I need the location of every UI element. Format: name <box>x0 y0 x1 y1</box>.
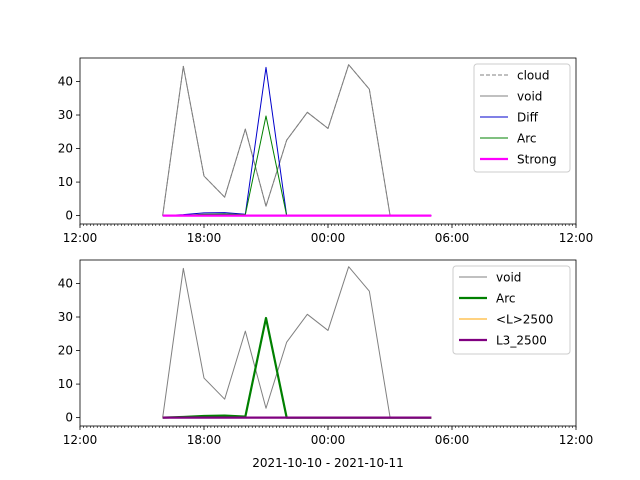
y-tick-label: 10 <box>58 175 73 189</box>
legend-box <box>473 63 571 173</box>
top-chart-panel: 12:00 18:00 00:00 06:00 12:00 0 10 20 30 40 cloud v… <box>58 57 594 245</box>
y-tick-label: 0 <box>65 411 73 425</box>
x-tick-label: 00:00 <box>311 231 346 245</box>
series-group <box>162 266 432 419</box>
x-tick-label: 12:00 <box>559 231 594 245</box>
x-tick-label: 12:00 <box>63 231 98 245</box>
y-tick-label: 30 <box>58 310 73 324</box>
x-tick-label: 12:00 <box>63 433 98 447</box>
series-line-arc <box>162 115 432 217</box>
x-tick-label: 12:00 <box>559 433 594 447</box>
series-line-diff <box>162 66 432 217</box>
series-group <box>162 64 432 217</box>
x-tick-label: 18:00 <box>187 433 222 447</box>
series-line-arc <box>162 316 432 419</box>
x-tick-label: 00:00 <box>311 433 346 447</box>
legend-box <box>452 265 571 355</box>
series-line-void <box>162 64 411 217</box>
legend-label: cloud <box>517 69 550 83</box>
legend: cloud void Diff Arc Strong <box>473 63 571 173</box>
y-tick-label: 40 <box>58 74 73 88</box>
x-tick-label: 06:00 <box>435 231 470 245</box>
legend-label: void <box>496 271 521 285</box>
legend-label: void <box>517 90 542 104</box>
y-tick-label: 10 <box>58 377 73 391</box>
y-tick-label: 0 <box>65 209 73 223</box>
legend-label: L3_2500 <box>496 334 547 348</box>
legend-label: Arc <box>496 292 515 306</box>
y-tick-label: 20 <box>58 142 73 156</box>
y-tick-label: 40 <box>58 276 73 290</box>
x-tick-label: 06:00 <box>435 433 470 447</box>
x-tick-label: 18:00 <box>187 231 222 245</box>
legend-label: Arc <box>517 132 536 146</box>
y-tick-label: 20 <box>58 344 73 358</box>
legend: void Arc <L>2500 L3_2500 <box>452 265 571 355</box>
x-axis-label: 2021-10-10 - 2021-10-11 <box>252 456 403 470</box>
y-tick-label: 30 <box>58 108 73 122</box>
legend-label: Strong <box>517 153 557 167</box>
legend-label: Diff <box>517 111 539 125</box>
bottom-chart-panel: 12:00 18:00 00:00 06:00 12:00 0 10 20 30 40 2021-1… <box>58 259 594 470</box>
legend-label: <L>2500 <box>496 313 553 327</box>
series-line-void <box>162 266 411 419</box>
